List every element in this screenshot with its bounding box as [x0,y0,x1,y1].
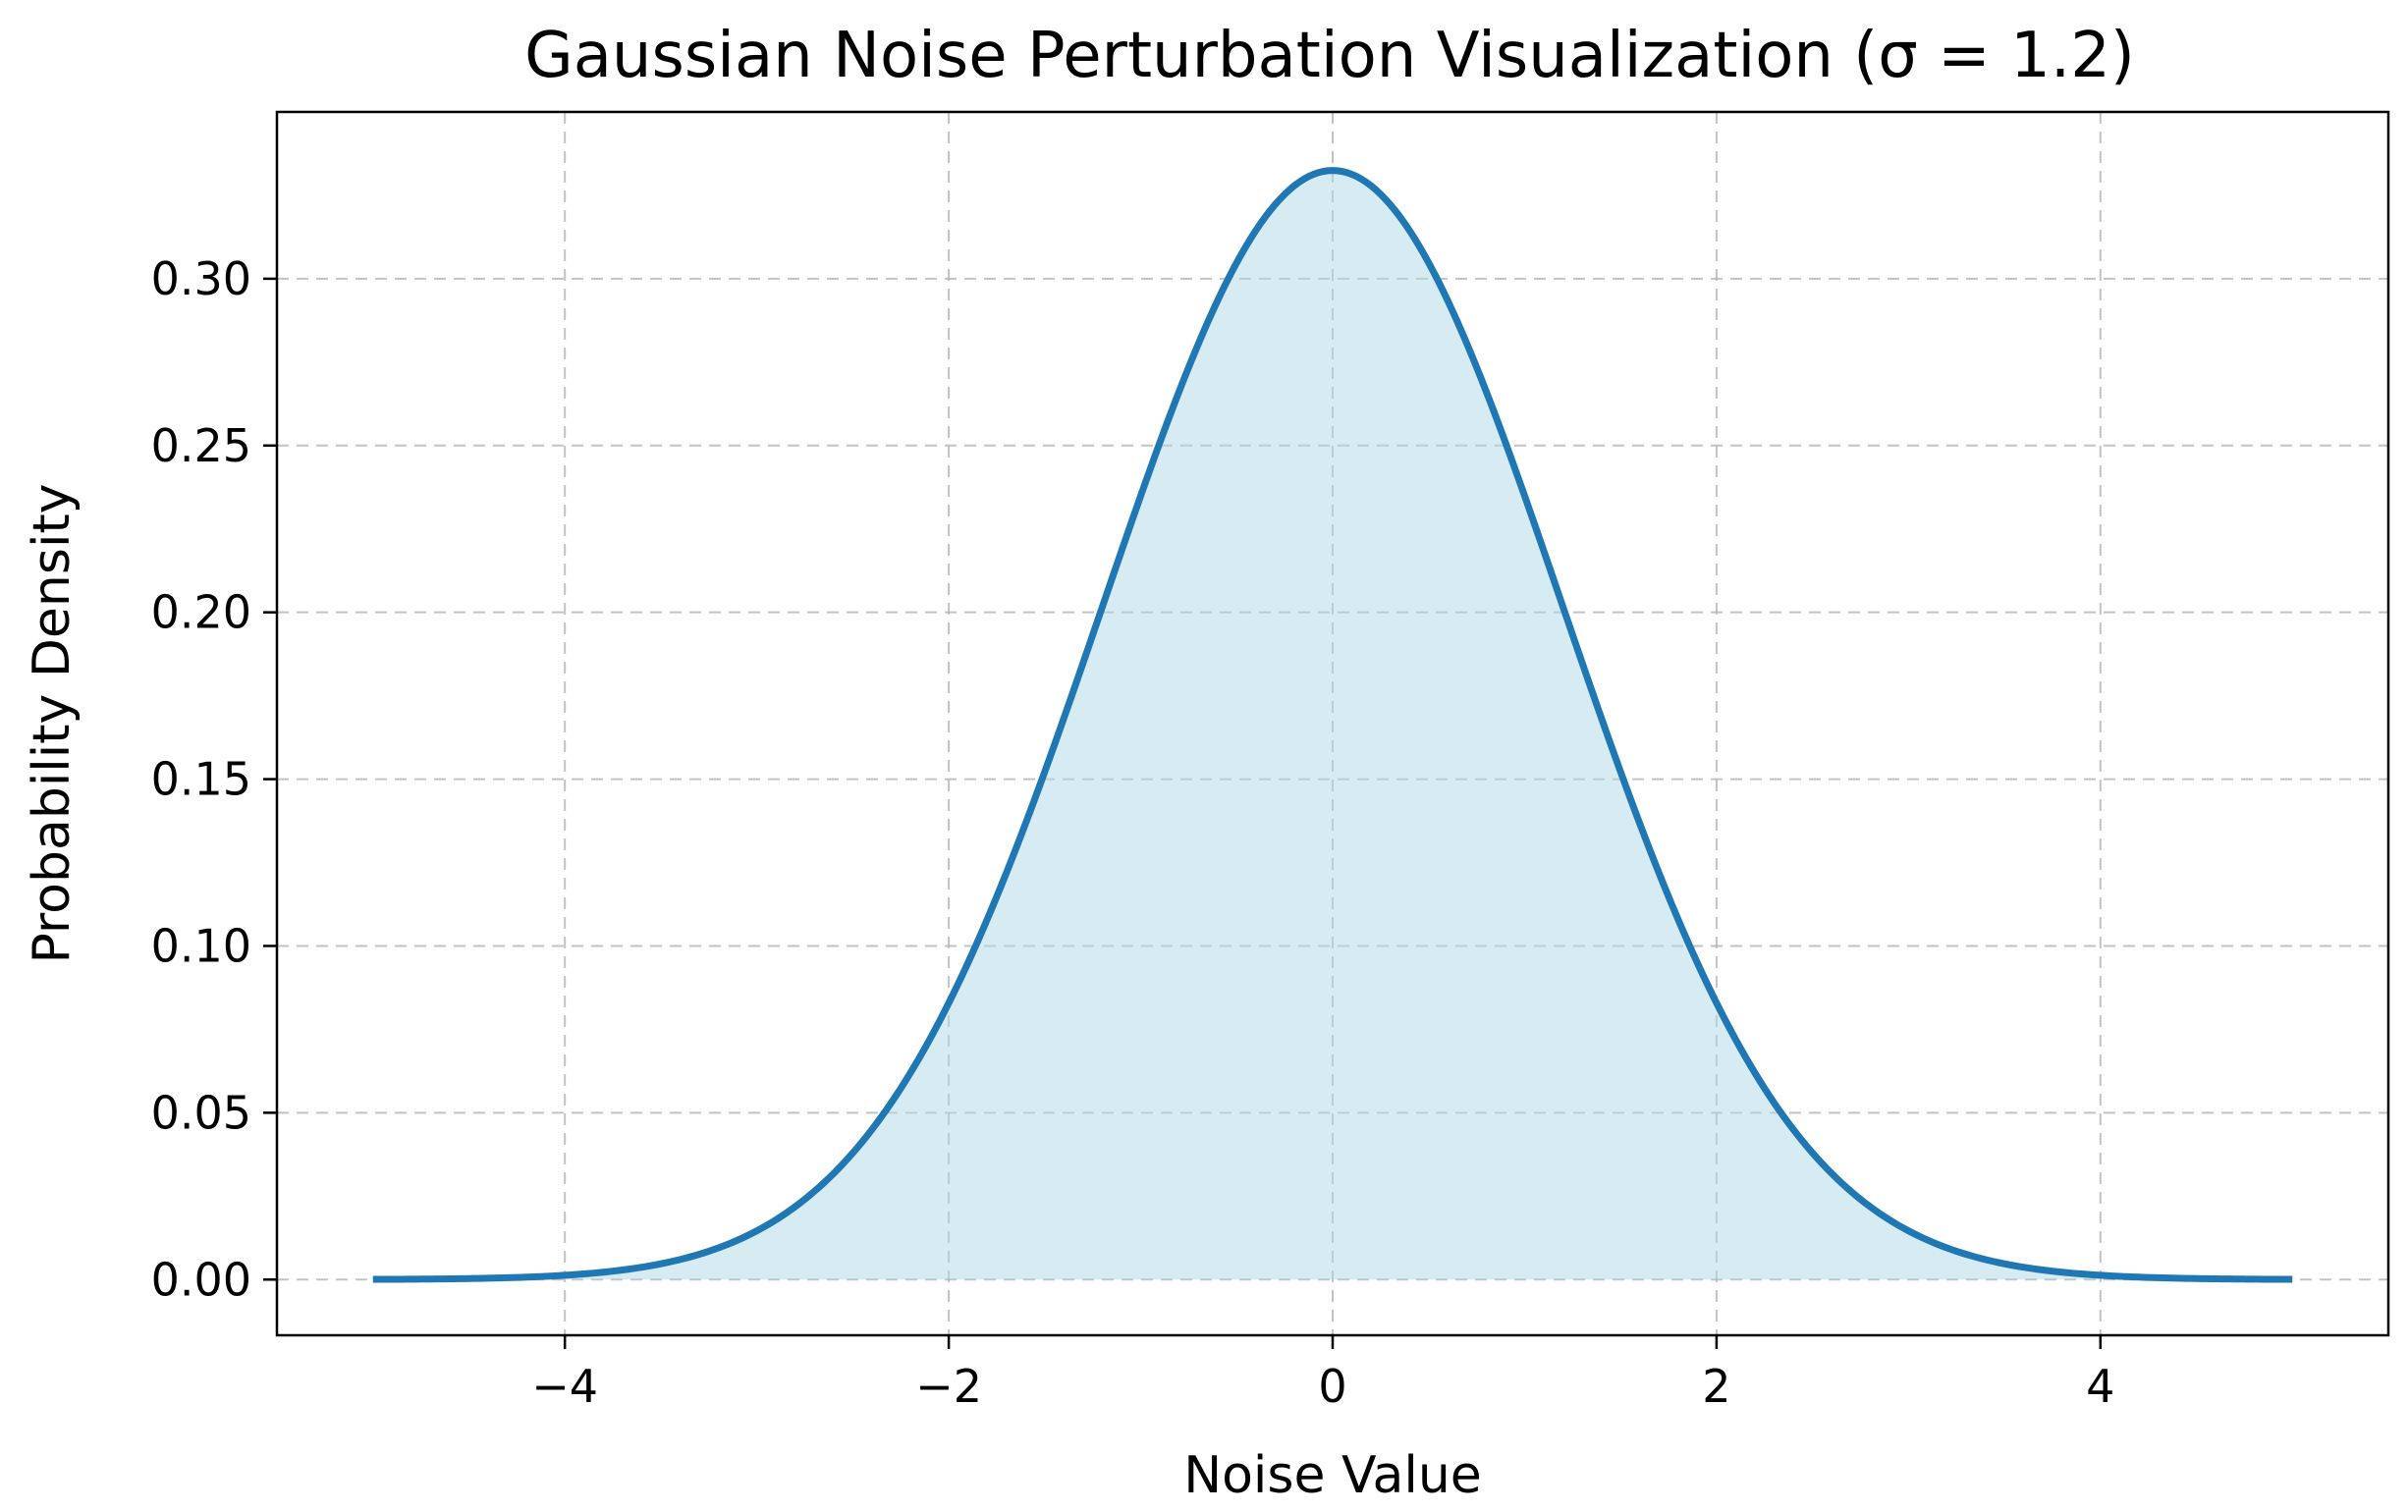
plot-area [372,167,2293,1283]
y-tick-label: 0.10 [151,919,251,972]
y-tick-label: 0.20 [151,586,251,639]
x-tick-label: −2 [915,1360,982,1413]
y-tick-label: 0.05 [151,1086,251,1139]
x-tick-label: 4 [2086,1360,2114,1413]
y-axis-label: Probability Density [23,483,82,963]
x-axis-ticks: −4 −2 0 2 4 [531,1335,2114,1413]
chart-title: Gaussian Noise Perturbation Visualizatio… [524,20,2135,92]
y-axis-ticks: 0.00 0.05 0.10 0.15 0.20 0.25 0.30 [151,252,277,1306]
x-tick-label: 2 [1702,1360,1730,1413]
density-curve [372,167,2293,1283]
y-tick-label: 0.25 [151,419,251,472]
density-fill [372,170,2293,1280]
y-tick-label: 0.15 [151,753,251,806]
y-tick-label: 0.30 [151,252,251,305]
y-tick-label: 0.00 [151,1253,251,1306]
x-tick-label: −4 [531,1360,598,1413]
x-axis-label: Noise Value [1183,1446,1482,1505]
x-tick-label: 0 [1318,1360,1346,1413]
